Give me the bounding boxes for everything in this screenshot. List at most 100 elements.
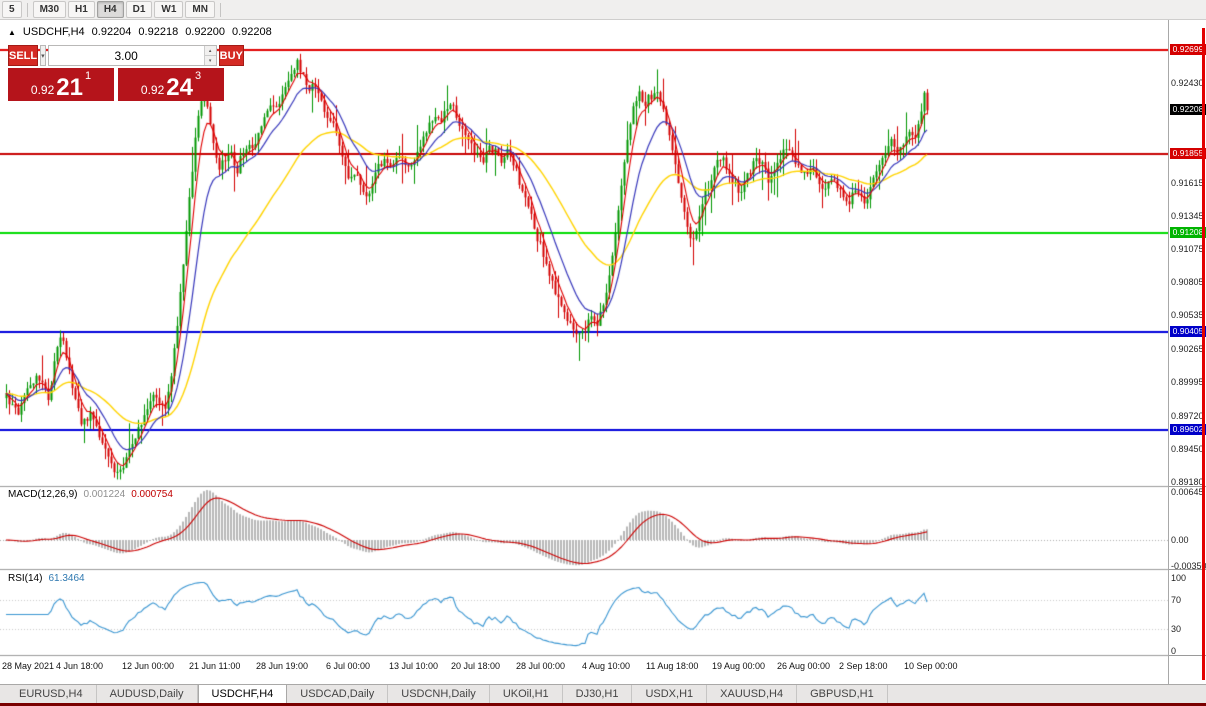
time-axis-label: 2 Sep 18:00 [839,661,888,671]
chart-symbol-label: USDCHF,H4 [22,26,85,38]
toolbar-separator [26,2,28,17]
price-axis-label: 0.92430 [1171,78,1204,88]
time-axis-label: 21 Jun 11:00 [189,661,241,671]
time-axis[interactable]: 28 May 2021 4 Jun 18:00 12 Jun 00:00 21 Jun… [0,658,1168,674]
time-axis-label: 12 Jun 00:00 [122,661,175,671]
tab-ukoil-h1[interactable]: UKOil,H1 [490,685,563,703]
chart-title: ▲ USDCHF,H4 0.92204 0.92218 0.92200 0.92… [8,26,272,38]
buy-pipette: 3 [194,70,202,82]
price-axis-label: 0.89720 [1171,411,1204,421]
tab-gbpusd-h1[interactable]: GBPUSD,H1 [797,685,888,703]
panel-separator [1169,569,1206,570]
rsi-name: RSI(14) [8,573,43,584]
price-badge-0-91208: 0.91208 [1170,227,1206,238]
chevron-down-icon: ▾ [41,52,45,60]
chart-window: ▲ USDCHF,H4 0.92204 0.92218 0.92200 0.92… [0,20,1206,684]
symbol-triangle-icon: ▲ [8,27,16,37]
timeframe-button-mn[interactable]: MN [185,1,215,18]
bottom-edge-marker [0,703,1206,706]
timeframe-button-w1[interactable]: W1 [154,1,184,18]
buy-big-figure: 0.92 [140,83,165,97]
price-axis-label: 0.90535 [1171,310,1204,320]
sell-pipette: 1 [84,70,92,82]
toolbar-separator [219,2,221,17]
panel-separator [1169,655,1206,656]
time-axis-label: 4 Aug 10:00 [582,661,631,671]
volume-input[interactable] [48,46,204,65]
right-edge-marker [1202,28,1205,680]
price-axis-label: 0.91345 [1171,211,1204,221]
timeframe-button-h4[interactable]: H4 [96,1,124,18]
price-axis-label: 0.90805 [1171,277,1204,287]
time-axis-label: 19 Aug 00:00 [712,661,766,671]
price-axis-label: 0.90265 [1171,344,1204,354]
timeframe-button-5[interactable]: 5 [2,1,22,18]
volume-increase-button[interactable]: ▴ [204,46,216,56]
buy-pips: 24 [166,74,193,101]
tab-audusd-daily[interactable]: AUDUSD,Daily [97,685,198,703]
sell-big-figure: 0.92 [30,83,55,97]
tab-usdcnh-daily[interactable]: USDCNH,Daily [388,685,490,703]
volume-decrease-button[interactable]: ▾ [204,56,216,65]
panel-separator [1169,486,1206,487]
time-axis-label: 11 Aug 18:00 [646,661,699,671]
price-axis-label: 0.89995 [1171,377,1204,387]
tab-usdcad-daily[interactable]: USDCAD,Daily [287,685,389,703]
volume-dropdown-button[interactable]: ▾ [40,45,46,66]
time-axis-label: 26 Aug 00:00 [777,661,831,671]
volume-spinner: ▴ ▾ [203,46,216,65]
tab-usdx-h1[interactable]: USDX,H1 [632,685,708,703]
price-chart-canvas[interactable] [0,20,1168,684]
time-axis-label: 6 Jul 00:00 [326,661,371,671]
time-axis-label: 28 Jun 19:00 [256,661,309,671]
sell-price-display[interactable]: 0.92 21 1 [8,68,114,101]
price-axis[interactable]: 0.92430 0.91615 0.91345 0.91075 0.90805 0.905… [1168,20,1206,684]
price-badge-0-89602: 0.89602 [1170,424,1206,435]
timeframe-toolbar: 5 M30 H1 H4 D1 W1 MN [0,0,1206,20]
rsi-axis-label: 100 [1171,573,1187,583]
volume-box: ▴ ▾ [47,45,217,66]
macd-main-value: 0.001224 [83,489,126,500]
price-axis-label: 0.91075 [1171,244,1204,254]
price-badge-0-91855: 0.91855 [1170,148,1206,159]
ohlc-high: 0.92218 [138,26,179,38]
price-axis-label: 0.91615 [1171,178,1204,188]
macd-name: MACD(12,26,9) [8,489,78,500]
one-click-trading-panel: SELL ▾ ▴ ▾ BUY 0.92 21 1 0.9 [8,45,244,101]
sell-button[interactable]: SELL [8,45,39,66]
time-axis-label: 28 Jul 00:00 [516,661,566,671]
macd-axis-label: 0.00 [1171,535,1189,545]
buy-price-display[interactable]: 0.92 24 3 [118,68,224,101]
time-axis-label: 28 May 2021 [2,661,55,671]
timeframe-button-m30[interactable]: M30 [32,1,67,18]
ohlc-close: 0.92208 [231,26,272,38]
tab-dj30-h1[interactable]: DJ30,H1 [563,685,633,703]
price-badge-0-92699: 0.92699 [1170,44,1206,55]
tab-eurusd-h4[interactable]: EURUSD,H4 [6,685,97,703]
rsi-indicator-label: RSI(14) 61.3464 [8,573,85,584]
trade-controls-row: SELL ▾ ▴ ▾ BUY [8,45,244,66]
tab-xauusd-h4[interactable]: XAUUSD,H4 [707,685,798,703]
ohlc-open: 0.92204 [91,26,132,38]
buy-button[interactable]: BUY [218,45,244,66]
macd-axis-label: 0.00645 [1171,487,1204,497]
rsi-axis-label: 30 [1171,624,1182,634]
chart-tab-bar: EURUSD,H4 AUDUSD,Daily USDCHF,H4 USDCAD,Dai… [0,684,1206,703]
sell-pips: 21 [56,74,83,101]
time-axis-label: 20 Jul 18:00 [451,661,501,671]
macd-signal-value: 0.000754 [131,489,173,500]
price-axis-label: 0.89180 [1171,477,1204,487]
price-axis-label: 0.89450 [1171,444,1204,454]
tab-usdchf-h4[interactable]: USDCHF,H4 [197,685,288,703]
macd-axis-label: -0.00350 [1171,561,1206,571]
trade-prices-row: 0.92 21 1 0.92 24 3 [8,68,224,101]
time-axis-label: 4 Jun 18:00 [56,661,104,671]
macd-indicator-label: MACD(12,26,9) 0.001224 0.000754 [8,489,173,500]
price-badge-0-90405: 0.90405 [1170,326,1206,337]
timeframe-button-d1[interactable]: D1 [125,1,153,18]
rsi-value: 61.3464 [48,573,85,584]
timeframe-button-h1[interactable]: H1 [68,1,95,18]
price-badge-0-92208: 0.92208 [1170,104,1206,115]
rsi-axis-label: 70 [1171,595,1182,605]
